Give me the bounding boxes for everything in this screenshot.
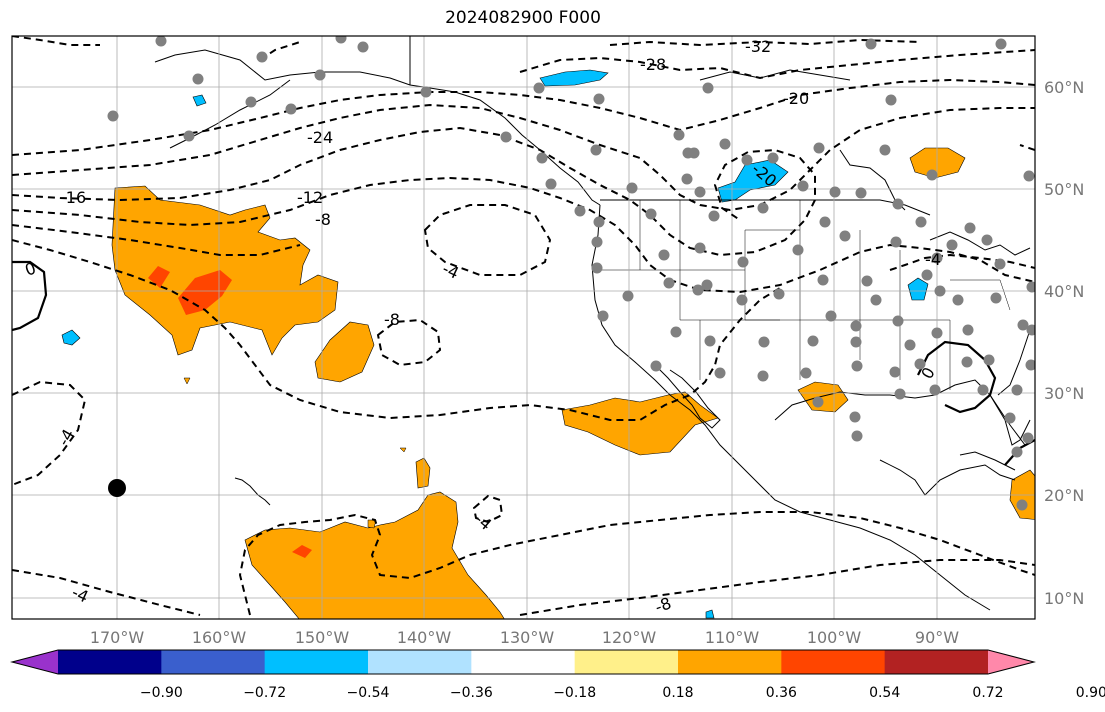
contour-label: -4	[925, 250, 941, 269]
lat-tick-label: 40°N	[1044, 282, 1084, 301]
colorbar-segment	[471, 650, 576, 674]
fill-pacific-east	[314, 321, 375, 383]
fill-gulf-mexico	[797, 381, 849, 413]
contour-label: -24	[307, 128, 333, 147]
colorbar-segment	[574, 650, 679, 674]
stations	[107, 36, 1035, 511]
yucatan	[879, 459, 1016, 496]
colorbar-tick-label: 0.18	[662, 685, 693, 701]
colorbar-extend-low	[12, 650, 58, 674]
lon-tick-label: 100°W	[807, 628, 862, 647]
fill-small-isle	[415, 457, 431, 489]
contour-label: -16	[60, 188, 86, 207]
positive-anomaly-areas	[111, 147, 1035, 619]
colorbar-tick-label: 0.72	[972, 685, 1003, 701]
alaska-coast	[154, 49, 601, 206]
lon-tick-label: 160°W	[192, 628, 247, 647]
fill-neg-beringia	[192, 94, 207, 107]
fill-strong-2	[148, 266, 170, 288]
baja-california	[654, 364, 721, 429]
negative-anomaly-areas	[61, 69, 929, 619]
colorbar-tick-label: 0.54	[869, 685, 900, 701]
lat-tick-label: 60°N	[1044, 78, 1084, 97]
fill-north-pacific	[111, 185, 339, 356]
colorbar-segment	[781, 650, 886, 674]
fill-neg-pac	[61, 329, 81, 346]
colorbar-tick-label: 0.90	[1076, 685, 1105, 701]
fill-strong-3	[292, 545, 312, 558]
colorbar-tick-label: 0.36	[766, 685, 797, 701]
colorbar: −0.90 −0.72 −0.54 −0.36 −0.18 0.18 0.36 0.54 0.7…	[10, 649, 1105, 701]
fill-hudson	[909, 147, 966, 179]
lon-tick-label: 150°W	[295, 628, 350, 647]
colorbar-segment	[264, 650, 369, 674]
colorbar-segment	[368, 650, 472, 674]
lon-tick-label: 140°W	[397, 628, 452, 647]
lon-tick-label: 130°W	[500, 628, 555, 647]
florida	[989, 394, 1031, 446]
colorbar-segments	[12, 650, 1034, 674]
lat-tick-label: 30°N	[1044, 384, 1084, 403]
contour-label: -12	[297, 188, 323, 207]
fill-neg-gl	[907, 277, 929, 301]
fill-strong-1	[178, 270, 232, 315]
contour-lines	[12, 36, 1035, 616]
arctic-islands	[699, 69, 851, 81]
lat-tick-label: 20°N	[1044, 486, 1084, 505]
contour-label: -4	[69, 583, 91, 607]
colorbar-segment	[884, 650, 989, 674]
colorbar-segment	[161, 650, 266, 674]
colorbar-tick-label: −0.72	[243, 685, 286, 701]
lat-tick-label: 50°N	[1044, 180, 1084, 199]
lon-tick-label: 90°W	[915, 628, 959, 647]
colorbar-tick-label: −0.36	[450, 685, 493, 701]
contour-label: -28	[640, 55, 666, 74]
fill-south-pacific	[244, 491, 505, 619]
fill-neg-alaska	[539, 69, 609, 87]
contour-label: -4	[439, 259, 461, 283]
fill-neg-canada	[717, 159, 789, 203]
contour-label: -20	[783, 89, 809, 108]
colorbar-outline	[10, 649, 1036, 675]
map-frame	[11, 35, 1036, 620]
lon-tick-label: 170°W	[90, 628, 145, 647]
east-coast	[997, 329, 1031, 396]
contour-label: -32	[745, 37, 771, 56]
colorbar-segment	[58, 650, 162, 674]
colorbar-tick-label: −0.18	[553, 685, 596, 701]
highlight-station	[108, 479, 126, 497]
lat-tick-label: 10°N	[1044, 589, 1084, 608]
lon-tick-label: 110°W	[705, 628, 760, 647]
latitude-axis: 60°N 50°N 40°N 30°N 20°N 10°N	[1044, 78, 1084, 608]
fill-neg-south	[705, 609, 715, 619]
canada-us-border	[600, 199, 931, 216]
contour-label: -8	[315, 210, 331, 229]
hawaii	[234, 477, 271, 506]
longitude-axis: 170°W 160°W 150°W 140°W 130°W 120°W 110°…	[90, 628, 959, 647]
colorbar-labels: −0.90 −0.72 −0.54 −0.36 −0.18 0.18 0.36 0.54 0.7…	[140, 685, 1105, 701]
great-lakes	[929, 231, 1031, 256]
contour-label: -8	[384, 310, 400, 329]
colorbar-tick-label: −0.90	[140, 685, 183, 701]
lon-tick-label: 120°W	[602, 628, 657, 647]
colorbar-tick-label: −0.54	[347, 685, 390, 701]
graticule	[12, 36, 1035, 619]
map-plot-area: -32 -28 -20 -24 -16 -12 -8 -20 -4 -8 0 -…	[12, 36, 1035, 619]
contour-label: -8	[652, 593, 673, 616]
colorbar-segment	[678, 650, 782, 674]
map-title: 2024082900 F000	[445, 8, 601, 28]
fill-speck-3	[399, 447, 407, 453]
colorbar-extend-high	[988, 650, 1034, 674]
fill-speck	[183, 377, 191, 385]
